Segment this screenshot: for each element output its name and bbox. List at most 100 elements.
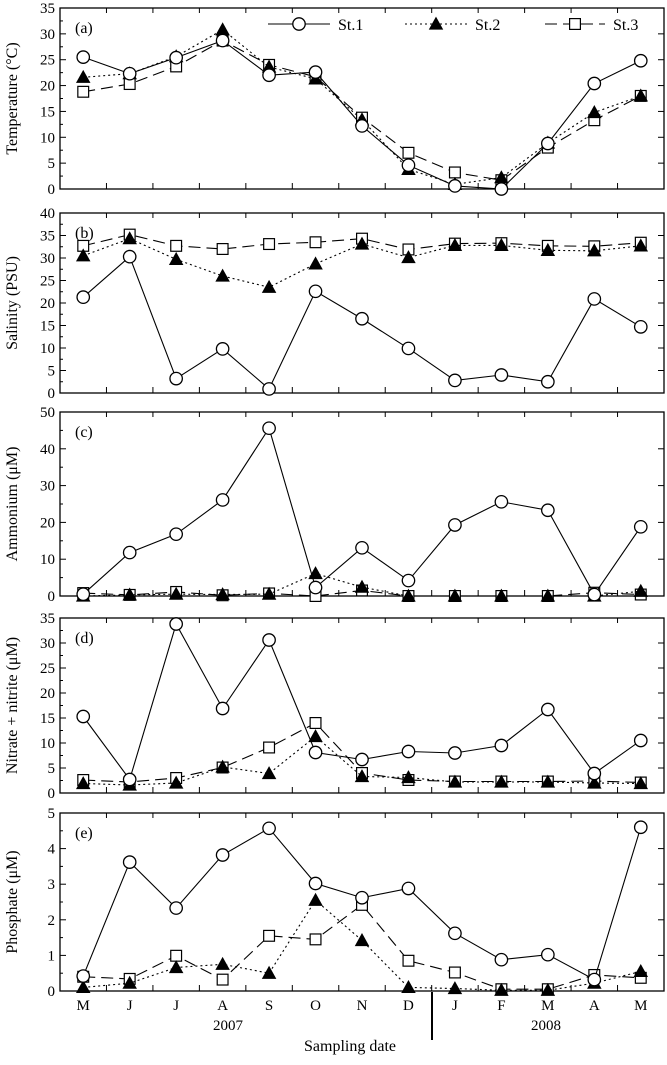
x-tick-label: M: [634, 998, 647, 1014]
data-point: [309, 716, 322, 729]
y-axis-title: Nitrate + nitrite (μM): [4, 637, 21, 774]
data-point: [587, 972, 602, 987]
data-point: [633, 733, 648, 748]
data-point: [76, 709, 91, 724]
data-point: [215, 22, 230, 36]
series-st1: [76, 617, 648, 787]
data-point: [448, 966, 461, 979]
y-tick-label: 0: [48, 589, 56, 605]
data-point: [448, 373, 462, 388]
series-st3: [77, 34, 647, 187]
data-point: [494, 738, 509, 753]
data-point: [122, 975, 137, 989]
data-point: [633, 583, 649, 597]
x-tick-label: F: [497, 998, 505, 1014]
panel-b: 0 5 10 15 20 25 30 35 40 Salinity (PSU) (b): [4, 206, 665, 402]
data-point: [168, 960, 184, 974]
data-point: [633, 776, 649, 790]
legend-label: St.1: [338, 17, 363, 34]
data-point: [401, 573, 416, 588]
data-point: [355, 540, 369, 555]
y-tick-label: 30: [40, 251, 55, 267]
series-line: [82, 426, 642, 596]
data-point: [494, 952, 509, 967]
data-point: [401, 744, 416, 759]
data-point: [122, 66, 137, 81]
y-tick-label: 3: [48, 877, 56, 893]
data-point: [494, 368, 509, 382]
data-point: [77, 85, 90, 98]
data-point: [75, 980, 91, 994]
data-point: [354, 579, 370, 593]
data-point: [309, 236, 322, 249]
y-tick-label: 20: [40, 686, 55, 702]
data-point: [540, 136, 555, 151]
data-point: [168, 586, 184, 600]
x-tick-label: N: [357, 998, 368, 1014]
legend-label: St.3: [613, 17, 638, 34]
series-st2: [75, 566, 649, 602]
data-point: [633, 238, 649, 252]
data-point: [262, 382, 276, 396]
data-point: [215, 759, 230, 773]
y-tick-label: 0: [48, 386, 56, 402]
data-point: [261, 586, 277, 600]
data-point: [540, 503, 555, 518]
data-point: [633, 319, 648, 334]
data-point: [587, 105, 602, 119]
data-point: [169, 50, 184, 65]
y-tick-label: 25: [40, 661, 55, 677]
data-point: [448, 926, 462, 941]
data-point: [401, 250, 416, 264]
data-point: [401, 881, 416, 896]
series-st2: [75, 231, 649, 293]
data-point: [122, 231, 137, 245]
data-point: [168, 251, 184, 265]
data-point: [169, 371, 184, 386]
y-tick-label: 35: [40, 1, 55, 17]
data-point: [308, 745, 323, 760]
y-tick-label: 0: [48, 182, 56, 198]
panel-label: (d): [75, 630, 94, 647]
data-point: [122, 855, 137, 869]
series-line: [83, 904, 641, 990]
data-point: [262, 68, 276, 83]
data-point: [587, 587, 602, 602]
data-point: [355, 311, 369, 326]
y-axis-title: Ammonium (μM): [4, 447, 21, 562]
series-st3: [77, 898, 647, 996]
legend-marker: [428, 16, 444, 30]
y-tick-label: 20: [40, 79, 55, 95]
data-point: [262, 421, 276, 436]
data-point: [401, 980, 416, 994]
data-point: [401, 158, 416, 173]
series-st1: [76, 421, 648, 602]
plot-frame: [59, 411, 665, 597]
data-point: [122, 249, 137, 264]
y-tick-label: 10: [40, 341, 55, 357]
data-point: [308, 892, 323, 906]
year-label-2008: 2008: [531, 1018, 561, 1034]
data-point: [633, 963, 649, 978]
data-point: [261, 766, 277, 780]
y-axis-title: Salinity (PSU): [4, 256, 21, 350]
data-point: [122, 587, 137, 601]
data-point: [308, 580, 323, 595]
data-point: [448, 518, 462, 532]
data-point: [76, 50, 91, 64]
y-tick-label: 50: [40, 405, 55, 421]
y-tick-label: 20: [40, 296, 55, 312]
series-st2: [75, 22, 649, 190]
data-point: [215, 587, 230, 601]
data-point: [215, 268, 230, 282]
y-tick-label: 5: [48, 364, 56, 380]
y-tick-label: 15: [40, 319, 55, 335]
data-point: [402, 954, 415, 967]
y-tick-label: 40: [40, 206, 55, 222]
x-tick-label: M: [77, 998, 90, 1014]
data-point: [263, 238, 276, 251]
data-point: [401, 770, 416, 784]
data-point: [633, 519, 648, 534]
